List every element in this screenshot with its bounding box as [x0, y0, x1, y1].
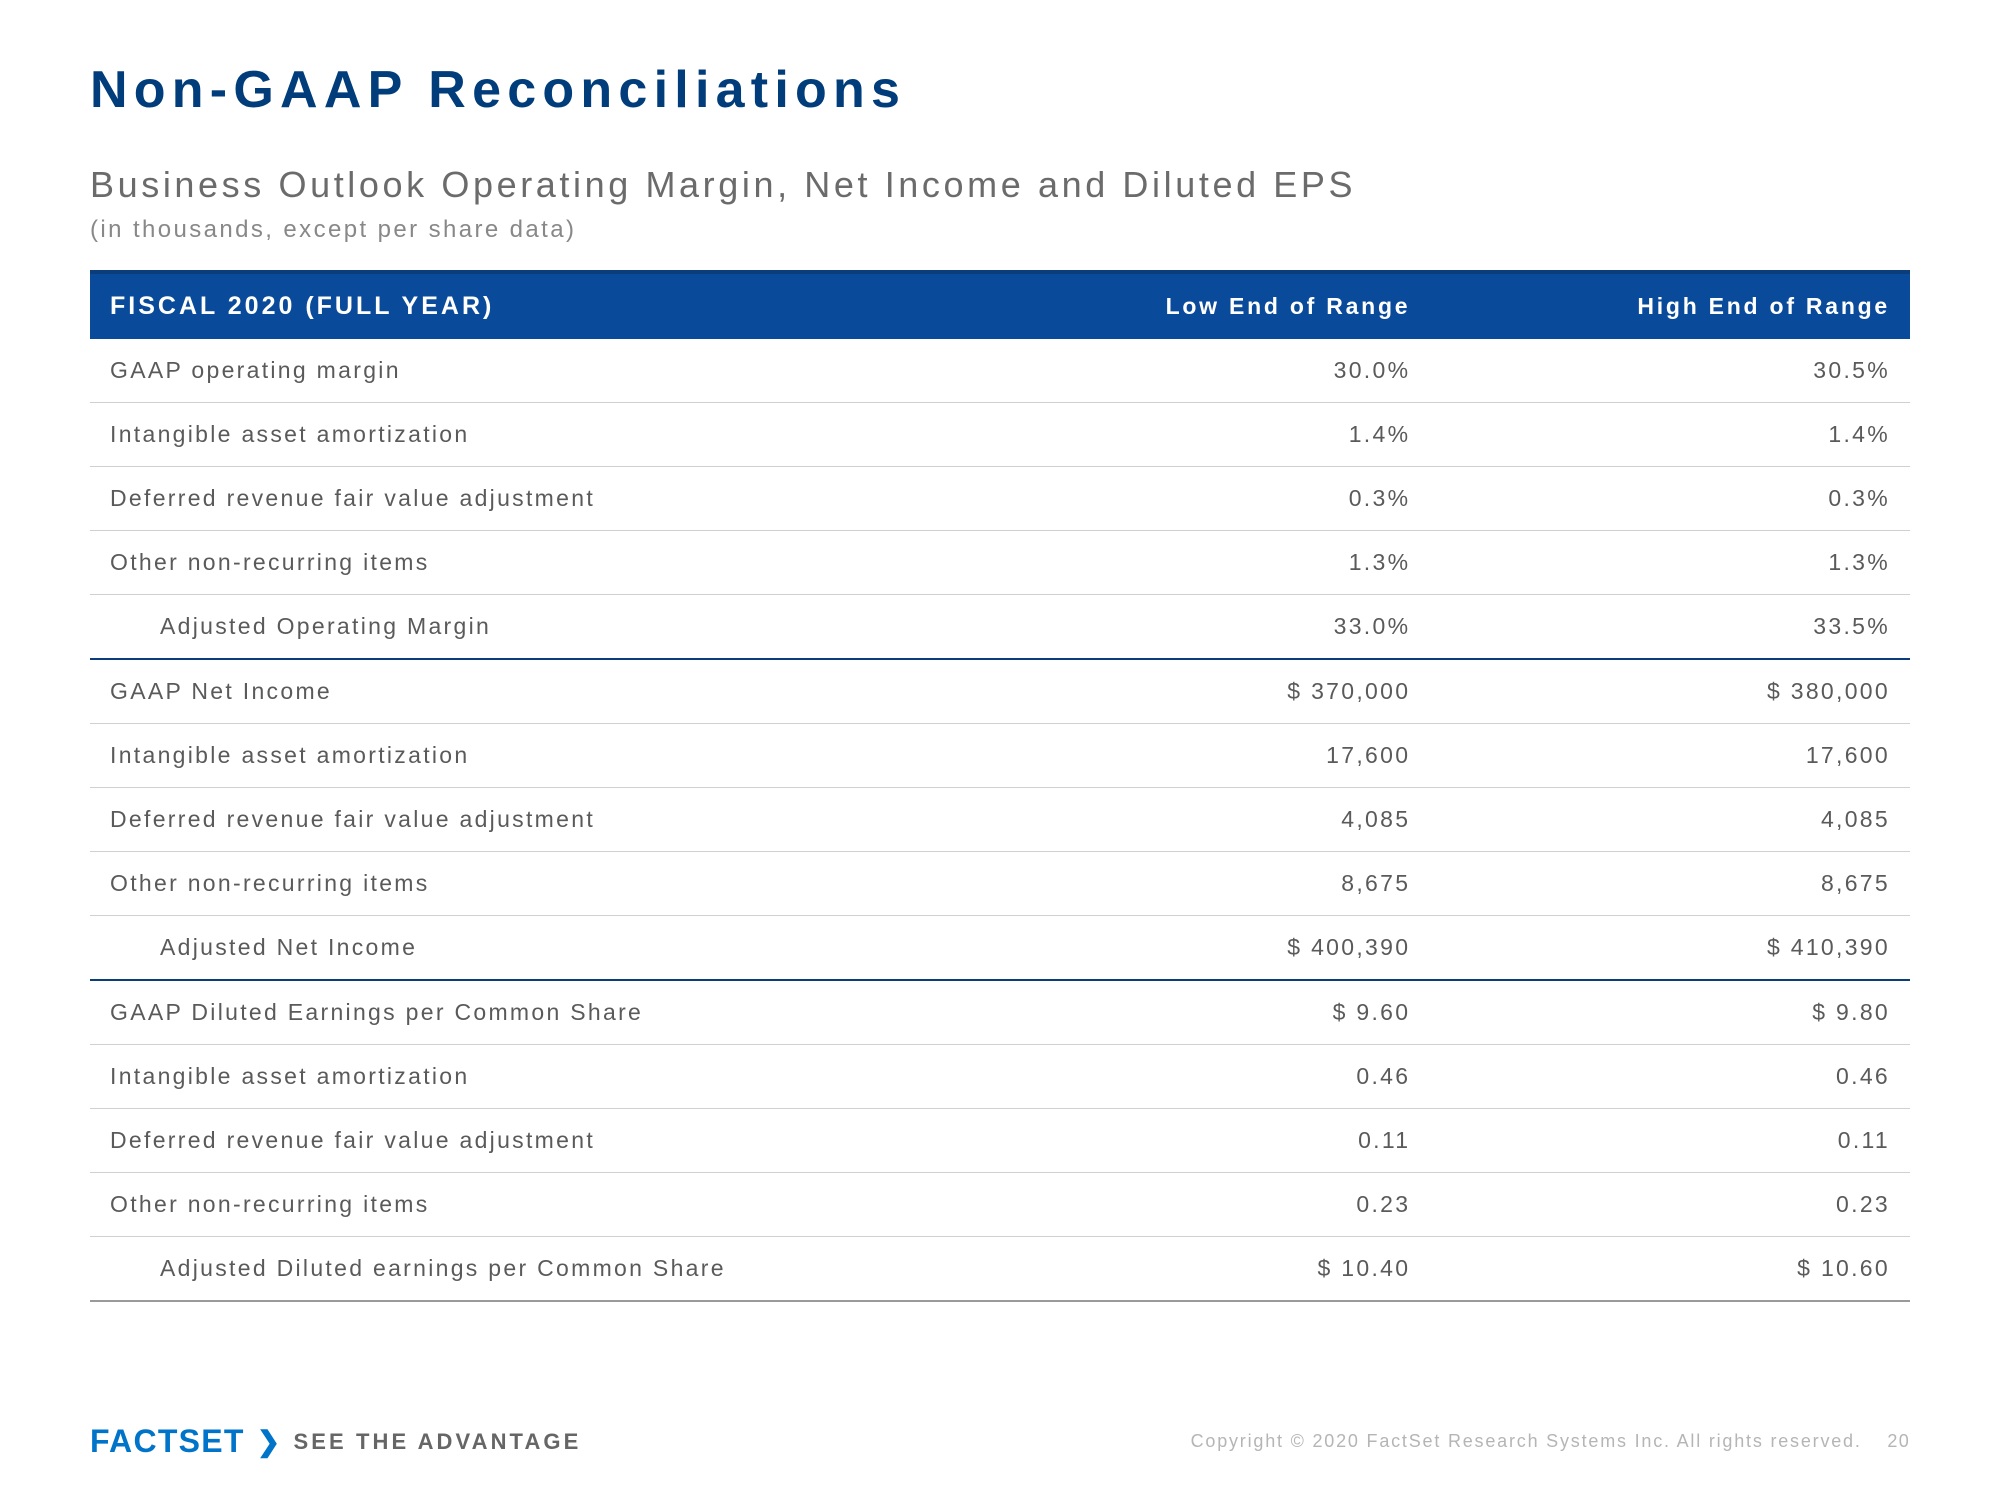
row-high-value: 0.11: [1430, 1109, 1910, 1173]
table-row: GAAP operating margin30.0%30.5%: [90, 339, 1910, 403]
tagline: SEE THE ADVANTAGE: [294, 1429, 582, 1455]
row-high-value: $ 410,390: [1430, 916, 1910, 981]
page-subtitle: Business Outlook Operating Margin, Net I…: [90, 164, 1910, 206]
table-row: Adjusted Operating Margin33.0%33.5%: [90, 595, 1910, 660]
row-high-value: 4,085: [1430, 788, 1910, 852]
row-high-value: $ 10.60: [1430, 1237, 1910, 1302]
row-label: GAAP Net Income: [90, 659, 964, 724]
row-label: Deferred revenue fair value adjustment: [90, 1109, 964, 1173]
row-low-value: 1.3%: [964, 531, 1431, 595]
copyright-block: Copyright © 2020 FactSet Research System…: [1191, 1431, 1910, 1452]
row-label: Adjusted Diluted earnings per Common Sha…: [90, 1237, 964, 1302]
row-label: Intangible asset amortization: [90, 724, 964, 788]
row-low-value: 17,600: [964, 724, 1431, 788]
page-number: 20: [1887, 1431, 1910, 1451]
row-high-value: 1.4%: [1430, 403, 1910, 467]
row-high-value: 0.23: [1430, 1173, 1910, 1237]
row-low-value: 33.0%: [964, 595, 1431, 660]
row-label: Deferred revenue fair value adjustment: [90, 467, 964, 531]
row-low-value: $ 9.60: [964, 980, 1431, 1045]
table-header-row: FISCAL 2020 (FULL YEAR) Low End of Range…: [90, 272, 1910, 339]
row-label: GAAP Diluted Earnings per Common Share: [90, 980, 964, 1045]
table-row: Other non-recurring items8,6758,675: [90, 852, 1910, 916]
table-row: Deferred revenue fair value adjustment0.…: [90, 1109, 1910, 1173]
table-row: Deferred revenue fair value adjustment0.…: [90, 467, 1910, 531]
table-row: GAAP Net Income$ 370,000$ 380,000: [90, 659, 1910, 724]
row-low-value: 1.4%: [964, 403, 1431, 467]
table-row: Intangible asset amortization0.460.46: [90, 1045, 1910, 1109]
row-label: Other non-recurring items: [90, 531, 964, 595]
table-row: Adjusted Diluted earnings per Common Sha…: [90, 1237, 1910, 1302]
reconciliation-table: FISCAL 2020 (FULL YEAR) Low End of Range…: [90, 270, 1910, 1302]
units-note: (in thousands, except per share data): [90, 216, 1910, 244]
table-row: Other non-recurring items0.230.23: [90, 1173, 1910, 1237]
row-low-value: $ 10.40: [964, 1237, 1431, 1302]
table-row: Intangible asset amortization17,60017,60…: [90, 724, 1910, 788]
page-title: Non-GAAP Reconciliations: [90, 60, 1910, 120]
row-low-value: $ 370,000: [964, 659, 1431, 724]
row-low-value: 4,085: [964, 788, 1431, 852]
row-high-value: 33.5%: [1430, 595, 1910, 660]
row-label: Adjusted Net Income: [90, 916, 964, 981]
row-low-value: 0.3%: [964, 467, 1431, 531]
row-label: Deferred revenue fair value adjustment: [90, 788, 964, 852]
table-row: Intangible asset amortization1.4%1.4%: [90, 403, 1910, 467]
row-high-value: 17,600: [1430, 724, 1910, 788]
row-label: Other non-recurring items: [90, 852, 964, 916]
row-high-value: 0.46: [1430, 1045, 1910, 1109]
header-high: High End of Range: [1430, 272, 1910, 339]
row-low-value: 0.11: [964, 1109, 1431, 1173]
header-period: FISCAL 2020 (FULL YEAR): [90, 272, 964, 339]
row-high-value: 1.3%: [1430, 531, 1910, 595]
row-low-value: 30.0%: [964, 339, 1431, 403]
logo-block: FACTSET ❯ SEE THE ADVANTAGE: [90, 1423, 581, 1460]
row-high-value: $ 380,000: [1430, 659, 1910, 724]
copyright-text: Copyright © 2020 FactSet Research System…: [1191, 1431, 1862, 1451]
row-high-value: 30.5%: [1430, 339, 1910, 403]
row-high-value: 0.3%: [1430, 467, 1910, 531]
row-label: GAAP operating margin: [90, 339, 964, 403]
table-row: Other non-recurring items1.3%1.3%: [90, 531, 1910, 595]
table-row: Adjusted Net Income$ 400,390$ 410,390: [90, 916, 1910, 981]
row-high-value: $ 9.80: [1430, 980, 1910, 1045]
table-row: Deferred revenue fair value adjustment4,…: [90, 788, 1910, 852]
footer: FACTSET ❯ SEE THE ADVANTAGE Copyright © …: [90, 1423, 1910, 1460]
row-label: Other non-recurring items: [90, 1173, 964, 1237]
chevron-icon: ❯: [257, 1425, 282, 1458]
row-low-value: 8,675: [964, 852, 1431, 916]
row-low-value: $ 400,390: [964, 916, 1431, 981]
row-label: Adjusted Operating Margin: [90, 595, 964, 660]
brand-logo: FACTSET: [90, 1423, 245, 1460]
row-label: Intangible asset amortization: [90, 403, 964, 467]
row-low-value: 0.46: [964, 1045, 1431, 1109]
header-low: Low End of Range: [964, 272, 1431, 339]
row-low-value: 0.23: [964, 1173, 1431, 1237]
row-label: Intangible asset amortization: [90, 1045, 964, 1109]
row-high-value: 8,675: [1430, 852, 1910, 916]
table-row: GAAP Diluted Earnings per Common Share$ …: [90, 980, 1910, 1045]
